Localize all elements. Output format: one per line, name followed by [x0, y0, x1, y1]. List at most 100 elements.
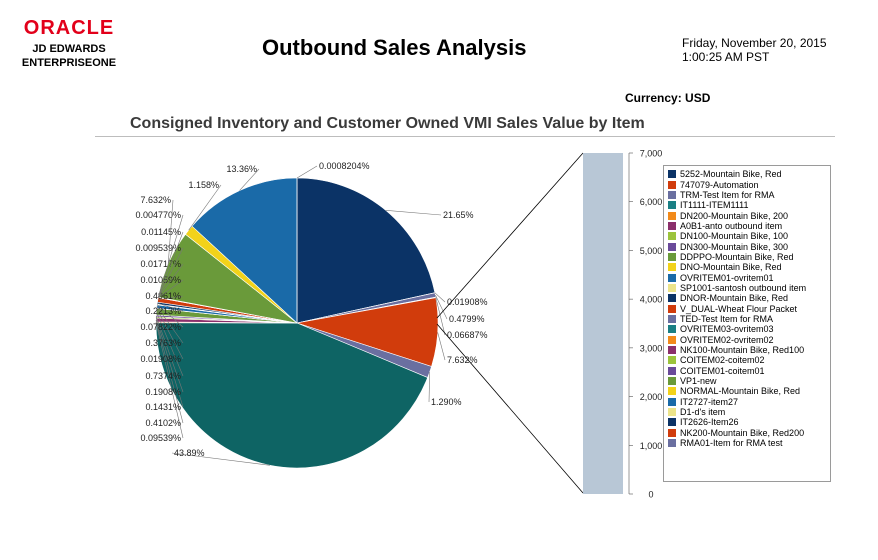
- legend-label: D1-d's item: [680, 407, 726, 418]
- legend-label: IT1111-ITEM1111: [680, 200, 749, 211]
- legend-item: DDPPO-Mountain Bike, Red: [668, 252, 830, 262]
- slice-label: 7.632%: [447, 355, 478, 365]
- legend-item: NORMAL-Mountain Bike, Red: [668, 386, 830, 396]
- slice-label: 0.4799%: [449, 314, 485, 324]
- slice-leader-line: [158, 279, 184, 298]
- slice-leader-line: [157, 295, 184, 301]
- legend-swatch: [668, 190, 676, 199]
- currency-label-text: Currency:: [625, 91, 682, 105]
- detail-axis-tick-label: 6,000: [640, 197, 663, 207]
- slice-label: 0.01145%: [141, 227, 181, 237]
- slice-leader-line: [171, 452, 270, 466]
- detail-axis-tick-label: 4,000: [640, 295, 663, 305]
- legend-swatch: [668, 428, 676, 437]
- legend-label: COITEM01-coitem01: [680, 365, 765, 376]
- legend-item: NK200-Mountain Bike, Red200: [668, 428, 830, 438]
- detail-axis-tick-label: 2,000: [640, 392, 663, 402]
- slice-label: 0.3763%: [145, 338, 181, 348]
- legend-item: OVRITEM01-ovritem01: [668, 272, 830, 283]
- legend-item: OVRITEM03-ovritem03: [668, 324, 830, 334]
- detail-axis-tick-label: 0: [648, 490, 653, 500]
- legend-label: TED-Test Item for RMA: [680, 313, 774, 324]
- logo-oracle-text: ORACLE: [23, 17, 115, 39]
- slice-leader-line: [156, 304, 184, 328]
- legend-swatch: [668, 201, 676, 210]
- legend-label: OVRITEM01-ovritem01: [680, 272, 774, 283]
- legend-item: A0B1-anto outbound item: [668, 221, 830, 231]
- slice-leader-line: [155, 317, 184, 408]
- legend-item: RMA01-Item for RMA test: [668, 438, 830, 448]
- slice-leader-line: [157, 214, 184, 298]
- slice-leader-line: [157, 302, 184, 312]
- legend-label: DNOR-Mountain Bike, Red: [680, 293, 789, 304]
- detail-axis-tick-label: 3,000: [640, 343, 663, 353]
- legend-swatch: [668, 283, 676, 292]
- legend-label: A0B1-anto outbound item: [680, 220, 783, 231]
- legend-label: RMA01-Item for RMA test: [680, 438, 783, 449]
- slice-label: 0.01059%: [140, 275, 181, 285]
- legend-item: 747079-Automation: [668, 179, 830, 190]
- legend-label: DN100-Mountain Bike, 100: [680, 231, 789, 242]
- legend-item: SP1001-santosh outbound item: [668, 283, 830, 293]
- legend-swatch: [668, 263, 676, 272]
- slice-label: 0.2213%: [145, 306, 181, 316]
- legend-item: COITEM02-coitem02: [668, 355, 830, 365]
- legend-swatch: [668, 242, 676, 251]
- slice-leader-line: [296, 165, 318, 179]
- legend-swatch: [668, 325, 676, 334]
- legend-item: NK100-Mountain Bike, Red100: [668, 345, 830, 355]
- slice-label: 0.09539%: [140, 433, 181, 443]
- logo-enterpriseone-text: ENTERPRISEONE: [21, 57, 117, 69]
- legend-item: IT2626-Item26: [668, 417, 830, 427]
- slice-label: 0.01908%: [140, 354, 181, 364]
- legend-label: OVRITEM02-ovritem02: [680, 334, 774, 345]
- legend-label: IT2727-item27: [680, 396, 739, 407]
- detail-connector-top: [436, 152, 584, 319]
- slice-leader-line: [155, 322, 184, 439]
- slice-leader-line: [188, 184, 222, 231]
- legend-label: COITEM02-coitem02: [680, 355, 765, 366]
- detail-axis-tick-label: 5,000: [640, 246, 663, 256]
- slice-label: 1.290%: [431, 397, 462, 407]
- detail-axis-tick-label: 7,000: [640, 149, 663, 159]
- pie-slice: [296, 177, 436, 324]
- chart-legend: 5252-Mountain Bike, Red 747079-Automation…: [663, 165, 831, 482]
- legend-swatch: [668, 170, 676, 179]
- slice-label: 0.009539%: [135, 243, 181, 253]
- legend-swatch: [668, 304, 676, 313]
- legend-item: TED-Test Item for RMA: [668, 314, 830, 324]
- slice-leader-line: [385, 209, 442, 216]
- legend-label: 5252-Mountain Bike, Red: [680, 169, 782, 180]
- legend-swatch: [668, 397, 676, 406]
- currency-label: Currency: USD: [625, 91, 710, 105]
- legend-swatch: [668, 273, 676, 282]
- legend-item: DNOR-Mountain Bike, Red: [668, 293, 830, 303]
- legend-swatch: [668, 377, 676, 386]
- slice-leader-line: [157, 247, 184, 298]
- legend-swatch: [668, 408, 676, 417]
- legend-label: V_DUAL-Wheat Flour Packet: [680, 303, 798, 314]
- slice-label: 0.4961%: [145, 291, 181, 301]
- report-datetime: Friday, November 20, 2015 1:00:25 AM PST: [682, 36, 827, 64]
- slice-label: 0.004770%: [135, 210, 181, 220]
- slice-leader-line: [428, 372, 430, 403]
- oracle-jde-logo: ORACLE JD EDWARDS ENTERPRISEONE: [14, 18, 124, 70]
- slice-label: 0.7374%: [145, 371, 181, 381]
- legend-label: DDPPO-Mountain Bike, Red: [680, 251, 794, 262]
- slice-label: 0.01717%: [140, 259, 181, 269]
- slice-label: 1.158%: [188, 180, 219, 190]
- slice-leader-line: [155, 315, 184, 393]
- legend-label: NK200-Mountain Bike, Red200: [680, 427, 805, 438]
- slice-leader-line: [156, 311, 184, 377]
- slice-leader-line: [239, 168, 260, 191]
- legend-swatch: [668, 252, 676, 261]
- legend-item: IT1111-ITEM1111: [668, 200, 830, 210]
- slice-leader-line: [155, 319, 184, 424]
- detail-bar: [583, 153, 623, 494]
- legend-label: NK100-Mountain Bike, Red100: [680, 345, 805, 356]
- legend-swatch: [668, 439, 676, 448]
- detail-connector-bottom: [436, 323, 584, 494]
- chart-title: Consigned Inventory and Customer Owned V…: [130, 115, 645, 132]
- legend-swatch: [668, 418, 676, 427]
- legend-label: DN300-Mountain Bike, 300: [680, 241, 789, 252]
